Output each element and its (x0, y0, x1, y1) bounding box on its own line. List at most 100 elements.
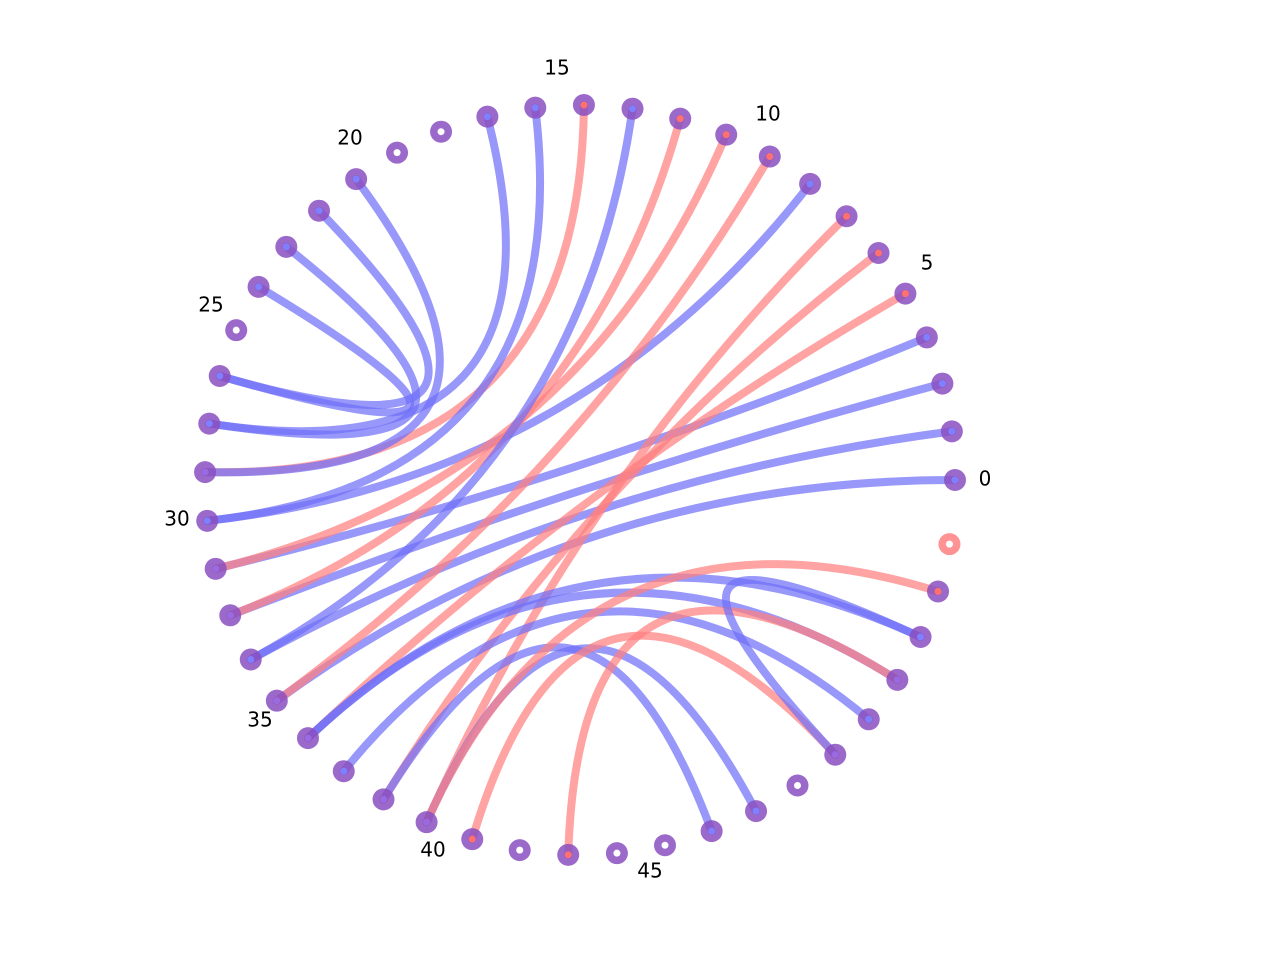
node-15 (430, 120, 453, 143)
node-17 (345, 168, 368, 191)
node-22 (208, 365, 231, 388)
link-11-28 (246, 104, 637, 664)
node-14 (476, 105, 499, 128)
node-13 (524, 96, 547, 119)
link-36-44 (564, 606, 902, 859)
node-45-center (917, 633, 925, 641)
node-26-center (212, 565, 220, 573)
node-39-center (708, 827, 716, 835)
node-38-center (661, 841, 669, 849)
node-35-center (516, 846, 524, 854)
node-5 (867, 242, 890, 265)
node-11-center (629, 105, 637, 113)
node-6 (835, 205, 858, 228)
node-16 (386, 141, 409, 164)
node-35 (508, 839, 531, 862)
link-33-46 (422, 560, 943, 827)
link-2-27 (226, 379, 947, 620)
tick-label-30: 30 (164, 507, 189, 531)
node-4 (894, 282, 917, 305)
node-25 (196, 509, 219, 532)
node-44 (886, 668, 909, 691)
link-3-26 (211, 333, 931, 573)
node-34-center (468, 835, 476, 843)
link-19-23 (205, 242, 420, 439)
node-11 (621, 97, 644, 120)
node-6-center (843, 212, 851, 220)
node-10 (669, 107, 692, 130)
link-4-30 (303, 289, 910, 743)
node-26 (204, 557, 227, 580)
node-21 (225, 319, 248, 342)
node-32 (372, 788, 395, 811)
node-28 (239, 648, 262, 671)
link-8-29 (272, 152, 774, 705)
link-17-24 (201, 175, 444, 477)
node-42-center (831, 751, 839, 759)
node-28-center (247, 656, 255, 664)
node-2-center (938, 380, 946, 388)
node-17-center (352, 175, 360, 183)
node-1-center (948, 427, 956, 435)
node-8-center (766, 153, 774, 161)
node-33-center (423, 818, 431, 826)
node-21-center (232, 326, 240, 334)
node-37-center (613, 849, 621, 857)
node-41 (786, 774, 809, 797)
node-23-center (205, 420, 213, 428)
link-20-22 (215, 282, 414, 417)
node-10-center (676, 115, 684, 123)
node-45 (909, 625, 932, 648)
node-29-center (273, 697, 281, 705)
node-27-center (226, 611, 234, 619)
node-25-center (203, 517, 211, 525)
node-30 (296, 727, 319, 750)
tick-label-35: 35 (247, 708, 272, 732)
node-24-center (201, 468, 209, 476)
node-15-center (437, 128, 445, 136)
tick-label-0: 0 (979, 467, 992, 491)
node-29 (265, 689, 288, 712)
node-18 (308, 199, 331, 222)
node-42 (824, 743, 847, 766)
node-31-center (340, 767, 348, 775)
node-0-center (951, 476, 959, 484)
link-6-33 (422, 212, 851, 827)
tick-label-20: 20 (337, 126, 362, 150)
node-16-center (393, 149, 401, 157)
tick-label-10: 10 (755, 102, 780, 126)
node-31 (332, 760, 355, 783)
node-4-center (901, 290, 909, 298)
node-9-center (722, 131, 730, 139)
node-9 (715, 123, 738, 146)
node-0 (944, 469, 966, 491)
tick-label-40: 40 (420, 838, 445, 862)
node-33 (415, 811, 438, 834)
link-42-45 (721, 575, 925, 759)
node-14-center (483, 113, 491, 121)
node-7-center (806, 180, 814, 188)
node-47 (938, 533, 961, 556)
node-5-center (875, 249, 883, 257)
node-47-center (945, 540, 953, 548)
node-3 (915, 326, 938, 349)
links-layer (201, 101, 959, 859)
link-0-29 (272, 476, 959, 705)
node-43 (857, 708, 880, 731)
node-18-center (315, 207, 323, 215)
node-40-center (752, 807, 760, 815)
link-1-28 (246, 427, 956, 664)
node-36-center (564, 851, 572, 859)
node-3-center (923, 333, 931, 341)
nodes-layer (194, 94, 966, 866)
node-19-center (282, 243, 290, 251)
tick-label-15: 15 (544, 56, 569, 80)
node-12-center (580, 101, 588, 109)
node-2 (931, 372, 954, 395)
node-12 (572, 94, 595, 117)
node-27 (219, 604, 242, 627)
node-39 (700, 820, 723, 843)
node-38 (653, 834, 676, 857)
node-36 (557, 843, 580, 866)
node-46 (927, 580, 950, 603)
